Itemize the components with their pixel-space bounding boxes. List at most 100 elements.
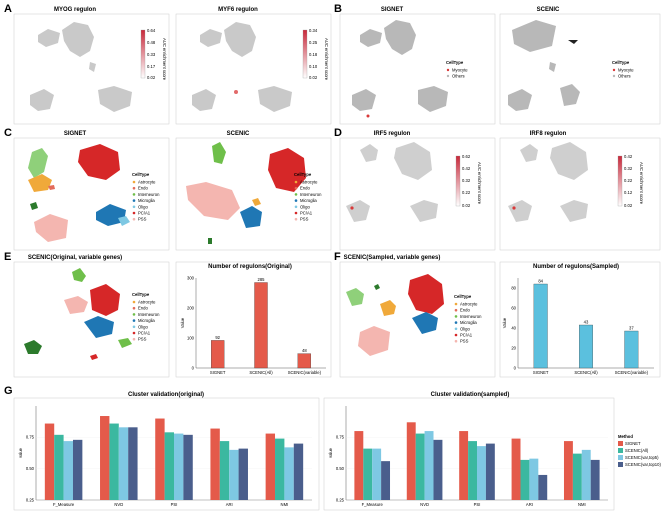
legend-c-signet: CellType AstrocyteEndoInterneuronMicrogli…: [132, 172, 160, 222]
y-axis-label: Value: [180, 317, 185, 328]
bar: [210, 428, 220, 500]
colorbar-irf8-ticks: 0.42 0.32 0.22 0.12 0.02: [624, 154, 633, 208]
x-tick-label: PSI: [474, 502, 481, 507]
legend-swatch: [132, 193, 136, 196]
legend-swatch: [132, 306, 136, 310]
y-tick-label: 0.50: [26, 466, 35, 471]
bar: [579, 324, 593, 369]
bar: [238, 448, 248, 500]
panel-label-e: E: [4, 251, 11, 263]
svg-text:0.32: 0.32: [462, 178, 471, 183]
x-tick-label: SIGNET: [533, 370, 549, 375]
legend-item: PC/A1: [138, 331, 151, 336]
x-tick-label: SCENIC(All): [249, 370, 273, 375]
bar: [155, 418, 165, 500]
bar: [219, 441, 230, 500]
legend-item: Endo: [138, 186, 148, 191]
bar: [468, 441, 477, 500]
colorbar-myf6-ticks: 0.34 0.25 0.18 0.10 0.02: [309, 28, 318, 80]
svg-text:0.17: 0.17: [147, 64, 156, 69]
svg-text:0.25: 0.25: [309, 40, 318, 45]
x-tick-label: F_Measure: [362, 502, 384, 507]
legend-f: CellType AstrocyteEndoInterneuronMicrogli…: [454, 294, 482, 344]
y-tick-label: 60: [511, 305, 516, 310]
x-tick-label: F_Measure: [53, 502, 75, 507]
x-tick-label: ARI: [226, 502, 233, 507]
bar: [293, 443, 304, 500]
legend-swatch: [294, 193, 298, 196]
panel-label-c: C: [4, 127, 12, 139]
legend-item: Endo: [300, 186, 310, 191]
legend-swatch: [294, 199, 298, 202]
svg-text:Myocyte: Myocyte: [618, 68, 634, 73]
bar: [275, 438, 285, 500]
legend-swatch: [618, 462, 623, 467]
x-tick-label: NVD: [420, 502, 429, 507]
bar-value-label: 84: [538, 279, 543, 284]
x-tick-label: NVD: [114, 502, 123, 507]
x-tick-label: SCENIC(variable): [288, 370, 322, 375]
y-tick-label: 0.25: [26, 497, 35, 502]
legend-item: Endo: [460, 308, 470, 313]
umap-b-signet: [352, 20, 448, 118]
svg-text:0.62: 0.62: [462, 154, 471, 159]
legend-item: Microglia: [300, 198, 317, 203]
legend-item: Interneuron: [138, 192, 160, 197]
title-b-scenic: SCENIC: [537, 7, 560, 13]
title-c-signet: SIGNET: [64, 131, 87, 137]
legend-item: Microglia: [460, 320, 477, 325]
title-g-sampled: Cluster validation(sampled): [431, 392, 510, 398]
legend-swatch: [618, 455, 623, 460]
legend-item: SCENIC(var,top5): [625, 455, 659, 460]
legend-item: Astrocyte: [138, 180, 156, 185]
bar-value-label: 43: [584, 320, 589, 325]
legend-e: CellType AstrocyteEndoInterneuronMicrogli…: [132, 292, 160, 342]
y-axis-label: value: [328, 447, 333, 458]
bar: [265, 433, 276, 500]
legend-item: Astrocyte: [138, 300, 156, 305]
bar: [354, 431, 364, 500]
legend-title: CellType: [454, 294, 472, 299]
title-e-umap: SCENIC(Original, variable genes): [28, 255, 122, 261]
legend-swatch: [294, 186, 298, 190]
bar-chart-regulons-original: 0 100 200 300 Value 92 SIGNET 285 SCENIC(All) 48 S…: [180, 275, 326, 375]
legend-swatch: [618, 441, 623, 446]
svg-text:CellType: CellType: [612, 60, 630, 65]
bar: [459, 431, 469, 500]
legend-swatch: [132, 325, 136, 329]
legend-item: PSS: [460, 339, 469, 344]
legend-item: Endo: [138, 306, 148, 311]
legend-swatch: [132, 313, 136, 316]
bar: [590, 459, 600, 500]
svg-text:0.02: 0.02: [624, 203, 633, 208]
bar: [563, 441, 573, 500]
legend-item: SIGNET: [625, 441, 641, 446]
bar: [128, 427, 138, 500]
bar: [164, 432, 174, 500]
bar-chart-cluster-original: 0.25 0.50 0.75 value F_Measure NVD PSI ARI NMI: [18, 406, 312, 507]
x-tick-label: ARI: [526, 502, 533, 507]
bar: [54, 434, 64, 500]
legend-c-scenic: CellType AstrocyteEndoInterneuronMicrogli…: [294, 172, 322, 222]
legend-item: PSS: [300, 217, 309, 222]
legend-item: Oligo: [460, 326, 470, 331]
legend-b-signet: CellType Myocyte Others: [446, 60, 468, 79]
svg-text:0.33: 0.33: [147, 52, 156, 57]
legend-item: Astrocyte: [300, 180, 318, 185]
legend-swatch: [132, 331, 136, 335]
title-c-scenic: SCENIC: [227, 131, 250, 137]
bar: [520, 459, 530, 500]
y-axis-label: Value: [502, 317, 507, 328]
panel-label-g: G: [4, 385, 13, 397]
umap-myog: [30, 22, 132, 112]
panel-label-f: F: [334, 251, 341, 263]
svg-text:0.02: 0.02: [147, 75, 156, 80]
legend-item: Oligo: [138, 204, 148, 209]
colorbar-irf5: [455, 155, 461, 207]
bar: [529, 458, 539, 500]
title-f-umap: SCENIC(Sampled, variable genes): [344, 255, 441, 261]
umap-myf6: [192, 22, 292, 112]
legend-swatch: [294, 217, 298, 221]
bar: [118, 427, 129, 500]
svg-text:0.32: 0.32: [624, 166, 633, 171]
